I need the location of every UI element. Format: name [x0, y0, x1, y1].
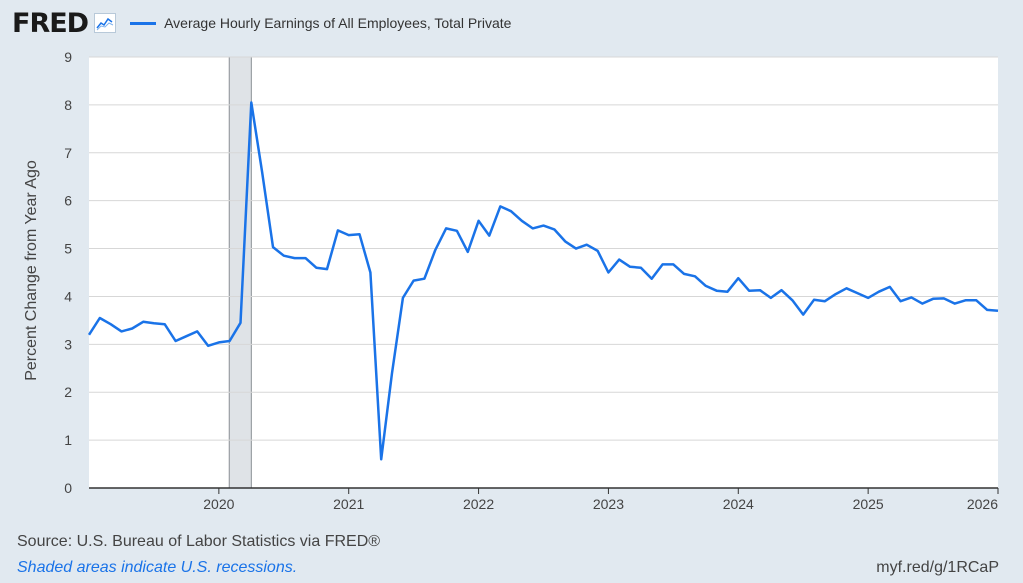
y-tick-label: 7 — [64, 145, 72, 161]
source-text: Source: U.S. Bureau of Labor Statistics … — [17, 533, 381, 550]
y-tick-label: 5 — [64, 241, 72, 257]
x-tick-label: 2022 — [463, 496, 494, 512]
legend-label[interactable]: Average Hourly Earnings of All Employees… — [164, 15, 512, 31]
y-tick-label: 3 — [64, 336, 72, 352]
plot-area — [89, 57, 998, 488]
line-chart-icon — [94, 13, 117, 33]
y-tick-label: 8 — [64, 97, 72, 113]
y-tick-label: 6 — [64, 193, 72, 209]
recession-band — [228, 56, 252, 489]
series-line — [87, 101, 999, 461]
legend-swatch — [130, 21, 157, 25]
y-axis-label: Percent Change from Year Ago — [23, 160, 40, 381]
x-tick-label: 2023 — [593, 496, 624, 512]
chart-header: FRED Average Hourly Earnings of All Empl… — [12, 6, 511, 40]
gridlines — [89, 56, 998, 489]
series-layer — [87, 101, 999, 461]
y-axis: 0 1 2 3 4 5 6 7 8 9 — [64, 49, 72, 496]
x-tick-label: 2025 — [853, 496, 884, 512]
y-tick-label: 9 — [64, 49, 72, 65]
y-tick-label: 1 — [64, 432, 72, 448]
x-tick-label: 2020 — [203, 496, 234, 512]
y-tick-label: 4 — [64, 288, 72, 304]
x-tick-label: 2021 — [333, 496, 364, 512]
recession-note[interactable]: Shaded areas indicate U.S. recessions. — [17, 559, 298, 576]
y-tick-label: 2 — [64, 384, 72, 400]
short-link[interactable]: myf.red/g/1RCaP — [876, 559, 999, 576]
x-tick-label: 2024 — [723, 496, 754, 512]
x-axis: 2020 2021 2022 2023 2024 2025 2026 — [203, 488, 999, 512]
y-tick-label: 0 — [64, 480, 72, 496]
x-tick-label: 2026 — [967, 496, 998, 512]
recession-shading — [228, 56, 252, 489]
fred-logo[interactable]: FRED — [12, 7, 89, 39]
